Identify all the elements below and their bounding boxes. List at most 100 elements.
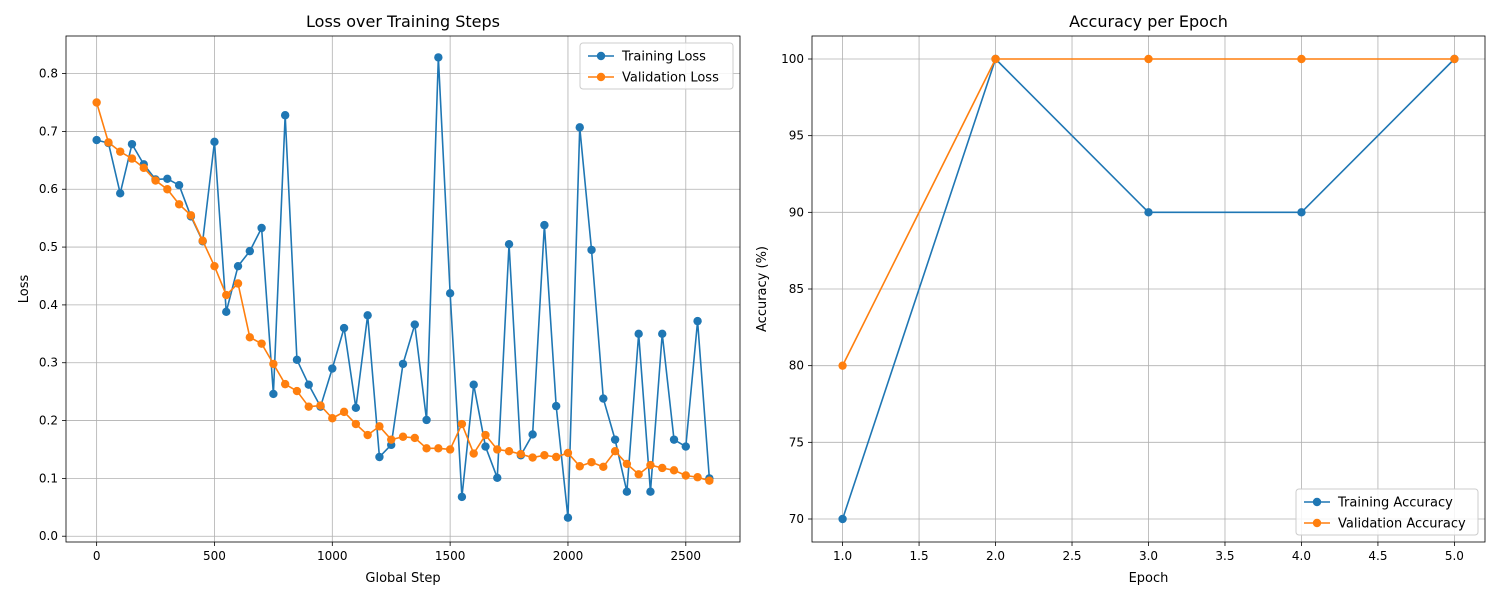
series-1-point [375, 452, 384, 462]
series-2-point [163, 185, 172, 194]
x-tick-label: 3.0 [1139, 549, 1158, 563]
x-tick-label: 2000 [553, 549, 584, 563]
legend: Training Accuracy Validation Accuracy [1295, 488, 1479, 536]
series-1-point [528, 430, 537, 439]
y-tick-label: 85 [789, 282, 804, 296]
series-2-point [422, 444, 431, 453]
series-1-point [422, 415, 431, 425]
series-1-point [233, 261, 243, 271]
series-1-point [504, 239, 514, 249]
y-tick-label: 0.3 [39, 356, 58, 370]
series-2-point [328, 414, 337, 423]
series-2-point [540, 451, 549, 460]
legend-box [579, 42, 734, 90]
x-tick-label: 1.5 [910, 549, 929, 563]
series-1-point [634, 329, 643, 339]
legend: Training Loss Validation Loss [579, 42, 734, 90]
series-2-point [127, 154, 137, 163]
series-1-point [328, 364, 337, 373]
legend-label: Validation Accuracy [1338, 517, 1466, 532]
series-2-point [104, 138, 113, 147]
series-2-point [634, 470, 643, 479]
series-1-point [339, 323, 349, 333]
series-2-point [304, 402, 313, 411]
series-1-point [551, 401, 561, 411]
series-1-point [540, 220, 549, 230]
series-1-point [351, 403, 361, 413]
series-1-point [245, 246, 255, 256]
series-1-point [434, 53, 443, 62]
series-line-2 [95, 102, 710, 482]
series-1-point [587, 245, 596, 255]
series-1-point [681, 442, 690, 451]
series-2-point [398, 432, 408, 441]
series-2-point [210, 261, 219, 271]
series-1-point [457, 492, 467, 502]
y-tick-label: 0.7 [39, 124, 58, 138]
x-tick-label: 4.0 [1292, 549, 1311, 563]
series-2-point [610, 447, 620, 456]
series-2-point [681, 471, 690, 480]
series-2-point [528, 453, 537, 462]
series-2-point [991, 54, 1000, 64]
series-1-point [304, 380, 313, 389]
series-2-point [257, 339, 266, 348]
series-2-point [269, 359, 278, 369]
y-axis-label: Loss [17, 275, 32, 304]
x-tick-label: 1000 [317, 549, 348, 563]
series-1-point [445, 289, 455, 298]
y-tick-label: 0.4 [39, 298, 58, 312]
series-1-point [210, 137, 219, 147]
series-2-point [292, 386, 302, 396]
series-2-point [363, 430, 372, 440]
series-2-point [693, 473, 702, 482]
series-2-point [280, 379, 290, 389]
series-2-point [222, 290, 231, 300]
series-2-point [551, 452, 561, 462]
series-1-point [398, 359, 408, 369]
series-1-point [493, 473, 502, 483]
series-1-point [693, 316, 702, 326]
series-1-point [622, 487, 632, 496]
series-1-point [646, 487, 655, 496]
series-2-point [410, 433, 419, 443]
series-2-point [245, 333, 255, 342]
y-tick-label: 0.1 [39, 471, 58, 485]
series-2-point [116, 147, 125, 156]
series-2-point [658, 463, 667, 473]
y-tick-label: 0.0 [39, 529, 58, 543]
series-2-point [316, 401, 325, 410]
series-1-point [575, 123, 584, 132]
series-2-point [469, 449, 478, 458]
series-2-point [622, 459, 632, 469]
x-tick-label: 0 [93, 549, 101, 563]
series-1-point [269, 389, 278, 399]
y-axis-label: Accuracy (%) [755, 246, 770, 332]
y-tick-label: 75 [789, 435, 804, 449]
legend-marker [596, 51, 606, 61]
series-2-point [174, 200, 184, 209]
y-tick-label: 95 [789, 129, 804, 143]
x-tick-label: 4.5 [1368, 549, 1387, 563]
legend-marker [1312, 518, 1322, 528]
series-2-point [481, 430, 490, 440]
y-tick-label: 100 [781, 52, 804, 66]
series-2-point [339, 407, 349, 417]
series-1-point [838, 514, 847, 524]
series-2-point [1144, 54, 1153, 64]
series-2-point [516, 449, 526, 459]
series-2-point [387, 435, 396, 444]
legend-label: Validation Loss [622, 71, 719, 86]
series-1-point [257, 223, 266, 233]
series-2-point [445, 445, 455, 454]
x-tick-label: 5.0 [1445, 549, 1464, 563]
y-tick-label: 0.8 [39, 67, 58, 81]
series-2-point [646, 460, 655, 470]
series-1-point [669, 435, 679, 444]
series-2-point [838, 361, 847, 370]
series-2-point [563, 448, 573, 458]
series-2-point [198, 236, 207, 245]
series-1-point [410, 320, 419, 329]
